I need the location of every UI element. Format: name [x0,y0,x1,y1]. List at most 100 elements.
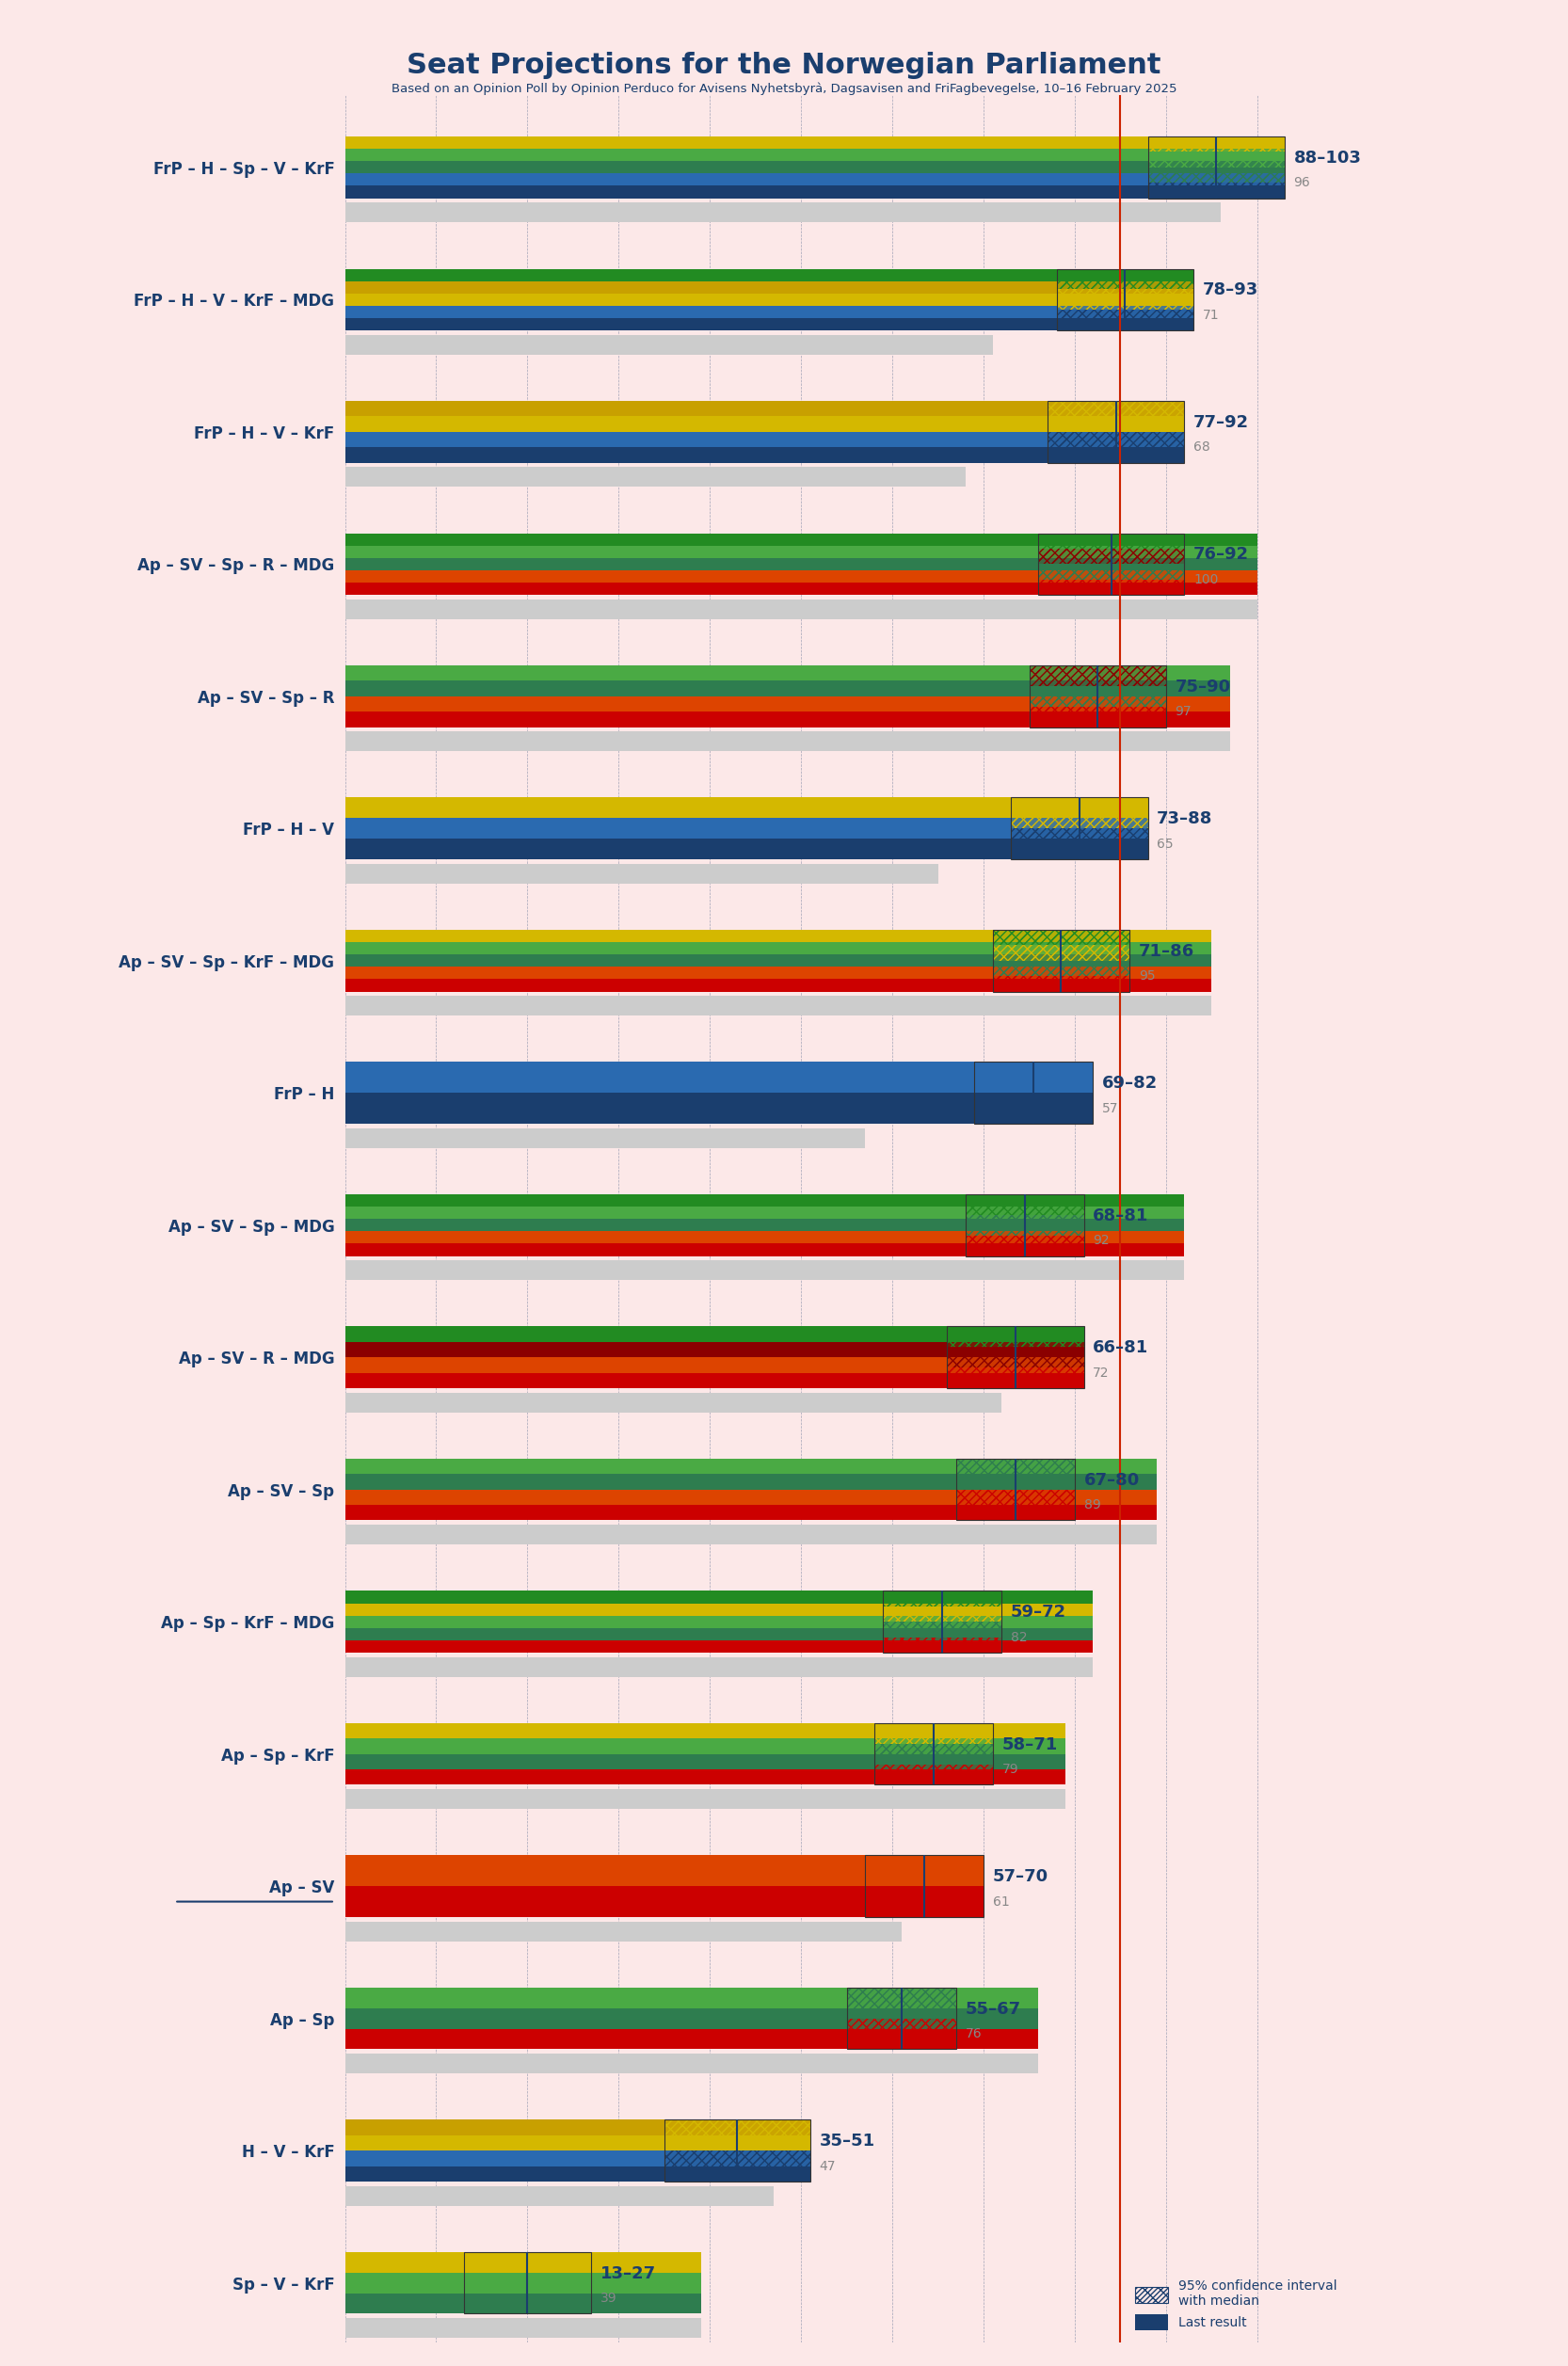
Bar [966,1195,1083,1214]
Bar [464,2293,591,2314]
Bar [873,1765,993,1784]
Bar [1038,549,1184,563]
Bar [1148,137,1284,151]
Bar [974,1062,1093,1124]
Bar [1148,137,1284,151]
Bar [1038,532,1184,594]
Bar [866,1855,983,1886]
Bar [665,2151,811,2181]
Bar [345,1987,1038,2009]
Bar [993,930,1129,946]
Bar [665,2120,811,2151]
Bar [345,2319,701,2338]
Bar [345,996,1212,1015]
Bar [1047,400,1184,431]
Bar [1029,665,1167,686]
Text: 71: 71 [1203,308,1218,322]
Bar [345,570,1258,582]
Text: 35–51: 35–51 [820,2132,875,2151]
Bar [1038,549,1184,563]
Bar [883,1621,1002,1637]
Bar [847,1987,956,2049]
Bar [345,336,993,355]
Text: 58–71: 58–71 [1002,1737,1057,1753]
Bar [883,1607,1002,1621]
Bar [974,1062,1093,1093]
Bar [464,2274,591,2293]
Bar [974,1093,1093,1124]
Bar [345,1230,1184,1245]
Bar [345,149,1284,161]
Bar [345,838,1148,859]
Bar [345,293,1193,305]
Bar [345,942,1212,953]
Bar [974,1093,1093,1124]
Bar [345,1218,1184,1230]
Bar [1057,270,1193,289]
Bar [1047,400,1184,431]
Bar [993,946,1129,961]
Text: 67–80: 67–80 [1083,1472,1140,1488]
Text: 76: 76 [966,2028,982,2039]
Bar [345,1628,1093,1640]
Bar [345,1195,1184,1207]
Bar [956,1460,1074,1491]
Bar [345,447,1184,464]
Bar [1029,665,1167,726]
Bar [966,1214,1083,1235]
Bar [956,1491,1074,1521]
Text: 71–86: 71–86 [1138,944,1195,961]
Bar [345,712,1229,726]
Bar [345,681,1229,696]
Legend: 95% confidence interval
with median, Last result: 95% confidence interval with median, Las… [1129,2274,1342,2335]
Text: 95: 95 [1138,970,1156,982]
Bar [847,1987,956,2018]
Bar [345,1460,1157,1474]
Bar [883,1637,1002,1651]
Text: 65: 65 [1157,838,1173,849]
Bar [866,1886,983,1916]
Bar [345,953,1212,968]
Text: 75–90: 75–90 [1174,679,1231,696]
Bar [345,203,1221,222]
Bar [993,977,1129,991]
Bar [974,1062,1093,1093]
Bar [345,1753,1066,1770]
Bar [966,1195,1083,1214]
Bar [345,317,1193,331]
Bar [345,1722,1066,1739]
Bar [947,1346,1083,1368]
Bar [966,1235,1083,1256]
Bar [1057,270,1193,289]
Bar [966,1235,1083,1256]
Bar [947,1368,1083,1389]
Bar [1029,707,1167,726]
Bar [1057,310,1193,331]
Bar [1057,270,1193,289]
Bar [883,1621,1002,1637]
Bar [873,1722,993,1744]
Bar [345,731,1229,752]
Bar [966,1195,1083,1214]
Bar [966,1214,1083,1235]
Bar [1038,532,1184,549]
Bar [993,930,1129,946]
Bar [1057,310,1193,331]
Text: Based on an Opinion Poll by Opinion Perduco for Avisens Nyhetsbyrà, Dagsavisen : Based on an Opinion Poll by Opinion Perd… [392,83,1176,95]
Bar [1057,270,1193,331]
Bar [883,1590,1002,1607]
Bar [1038,563,1184,580]
Bar [345,173,1284,187]
Bar [993,961,1129,977]
Bar [345,665,1229,681]
Bar [1148,182,1284,199]
Bar [1029,665,1167,686]
Bar [866,1886,983,1916]
Bar [345,1886,983,1916]
Bar [956,1460,1074,1491]
Bar [345,2028,1038,2049]
Bar [873,1744,993,1765]
Text: 39: 39 [601,2293,616,2304]
Bar [464,2274,591,2293]
Text: 78–93: 78–93 [1203,282,1258,298]
